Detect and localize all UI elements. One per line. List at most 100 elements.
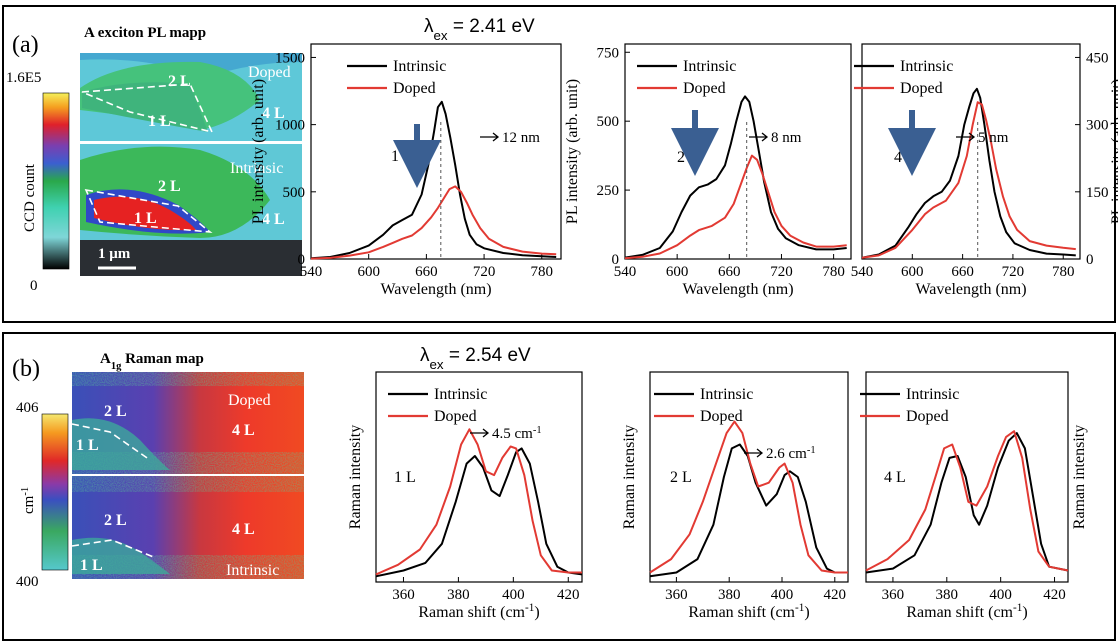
pl-map-doped-condition: Doped (248, 64, 291, 81)
pl-4L-xtick-label: 780 (1052, 264, 1075, 280)
raman-1L-shift-label: 4.5 cm-1 (492, 425, 542, 443)
raman-map-intrinsic-condition: Intrinsic (226, 562, 279, 579)
pl-1L-xtick-label: 600 (357, 264, 380, 280)
raman-1L-xlabel: Raman shift (cm-1) (418, 602, 539, 621)
pl-map-doped: Doped 2 L 1 L 4 L (80, 53, 302, 141)
pl-scale-bar-label: 1 μm (98, 246, 131, 262)
pl-2L-xtick-label: 660 (718, 264, 741, 280)
pl-1L-xtick-label: 660 (415, 264, 438, 280)
pl-map-intrinsic-condition: Intrinsic (230, 160, 283, 177)
pl-2L-ytick-label: 250 (597, 183, 620, 199)
raman-4L-series-intrinsic (865, 432, 1069, 574)
raman-1L-ylabel: Raman intensity (347, 425, 364, 529)
raman-2L-plot-frame (649, 371, 849, 583)
panel-b-frame (2, 332, 1116, 641)
raman-2L-shift-arrow (744, 448, 764, 458)
pl-1L-ylabel: PL intensity (arb. unit) (250, 79, 267, 224)
raman-1L-legend-label-intrinsic: Intrinsic (434, 386, 487, 403)
pl-1L-plot-frame (310, 43, 562, 260)
pl-colorbar-min: 0 (30, 278, 38, 294)
pl-1L-ytick-label: 0 (298, 252, 306, 268)
raman-map-intrinsic-label-1l: 1 L (80, 557, 103, 574)
raman-4L-legend-label-doped: Doped (906, 408, 949, 425)
raman-chart-2l: 360 380 400 420 Raman shift (cm-1) Raman inte… (621, 371, 849, 621)
raman-1L-xtick-label: 360 (392, 587, 415, 603)
raman-colorbar-max: 406 (16, 400, 39, 416)
pl-2L-ytick-label: 500 (597, 114, 620, 130)
raman-1L-xtick-label: 420 (557, 587, 580, 603)
pl-1L-ytick-label: 1500 (275, 50, 305, 66)
pl-map-intrinsic: Intrinsic 2 L 1 L 4 L 1 μm (80, 144, 302, 276)
pl-1L-ytick-label: 500 (283, 185, 306, 201)
pl-map-intrinsic-label-1l: 1 L (134, 210, 157, 227)
pl-1L-layer-label: 1 L (391, 148, 413, 165)
pl-chart-1l: 540 600 660 720 780 0 500 1000 1500 Wavelength (n… (250, 43, 562, 298)
raman-4L-layer-label: 4 L (884, 469, 906, 486)
raman-2L-layer-label: 2 L (670, 469, 692, 486)
pl-2L-ylabel: PL intensity (arb. unit) (564, 79, 581, 224)
pl-2L-xtick-label: 540 (614, 264, 637, 280)
pl-1L-xtick-label: 540 (300, 264, 323, 280)
pl-2L-xtick-label: 600 (666, 264, 689, 280)
raman-map-doped-condition: Doped (228, 392, 271, 409)
pl-colorbar-gradient (42, 92, 70, 270)
raman-map-intrinsic-label-4l: 4 L (232, 521, 255, 538)
pl-1L-shift-label: 12 nm (502, 130, 540, 146)
pl-map-title: A exciton PL mapp (84, 25, 206, 41)
pl-2L-ytick-label: 750 (597, 45, 620, 61)
raman-4L-xtick-label: 420 (1043, 587, 1066, 603)
pl-1L-ytick-label: 1000 (275, 118, 305, 134)
raman-4L-legend-label-intrinsic: Intrinsic (906, 386, 959, 403)
raman-1L-xtick-label: 400 (502, 587, 525, 603)
raman-map-doped-label-2l: 2 L (104, 403, 127, 420)
pl-4L-ytick-label: 150 (1086, 185, 1109, 201)
pl-2L-series-intrinsic (624, 95, 847, 259)
raman-1L-plot-frame (375, 371, 583, 583)
pl-chart-2l: 540 600 660 720 780 0 250 500 750 Wavelength (nm)… (564, 43, 852, 298)
raman-2L-xtick-label: 400 (771, 587, 794, 603)
pl-4L-series-intrinsic (861, 87, 1076, 259)
raman-map-doped-label-1l: 1 L (76, 437, 99, 454)
pl-4L-xtick-label: 540 (851, 264, 874, 280)
pl-1L-series-intrinsic (310, 100, 557, 260)
pl-4L-shift-label: 5 nm (978, 130, 1009, 146)
pl-map-doped-label-4l: 4 L (262, 105, 285, 122)
raman-4L-plot-frame (865, 371, 1069, 583)
raman-1L-series-intrinsic (375, 447, 583, 578)
pl-map-doped-label-1l: 1 L (148, 113, 171, 130)
raman-2L-xtick-label: 360 (665, 587, 688, 603)
raman-2L-ylabel: Raman intensity (621, 425, 638, 529)
raman-colorbar-gradient (41, 413, 69, 571)
raman-colorbar: 406 400 cm-1 (16, 400, 69, 590)
pl-colorbar-label: CCD count (22, 163, 38, 232)
raman-2L-xtick-label: 420 (824, 587, 847, 603)
pl-4L-ylabel: PL intensity (arb. unit) (1109, 79, 1118, 224)
pl-1L-xtick-label: 720 (473, 264, 496, 280)
panel-b-label: (b) (12, 356, 40, 382)
raman-2L-xtick-label: 380 (718, 587, 741, 603)
pl-colorbar-max: 1.6E5 (6, 70, 41, 86)
pl-colorbar: 1.6E5 0 CCD count (6, 70, 70, 294)
pl-1L-series-doped (310, 185, 557, 260)
raman-chart-4l: 360 380 400 420 Raman shift (cm-1) Raman inte… (860, 371, 1088, 621)
raman-2L-series-intrinsic (649, 443, 848, 578)
raman-1L-xtick-label: 380 (447, 587, 470, 603)
raman-1L-series-doped (375, 428, 582, 576)
pl-4L-legend-label-intrinsic: Intrinsic (900, 58, 953, 75)
pl-map-intrinsic-label-2l: 2 L (158, 178, 181, 195)
pl-1L-legend-label-intrinsic: Intrinsic (393, 58, 446, 75)
pl-4L-xtick-label: 660 (951, 264, 974, 280)
raman-chart-1l: 360 380 400 420 Raman shift (cm-1) Raman inte… (347, 371, 583, 621)
pl-2L-xlabel: Wavelength (nm) (682, 281, 793, 298)
raman-colorbar-label: cm-1 (20, 487, 38, 514)
pl-2L-series-doped (624, 154, 847, 260)
raman-4L-xtick-label: 360 (882, 587, 905, 603)
raman-4L-series-doped (865, 430, 1069, 572)
pl-2L-shift-label: 8 nm (771, 130, 802, 146)
pl-excitation-label: λex = 2.41 eV (424, 16, 535, 43)
pl-4L-ytick-label: 300 (1086, 118, 1109, 134)
pl-1L-xtick-label: 780 (531, 264, 554, 280)
raman-4L-xlabel: Raman shift (cm-1) (906, 602, 1027, 621)
pl-1L-legend-label-doped: Doped (393, 80, 436, 97)
